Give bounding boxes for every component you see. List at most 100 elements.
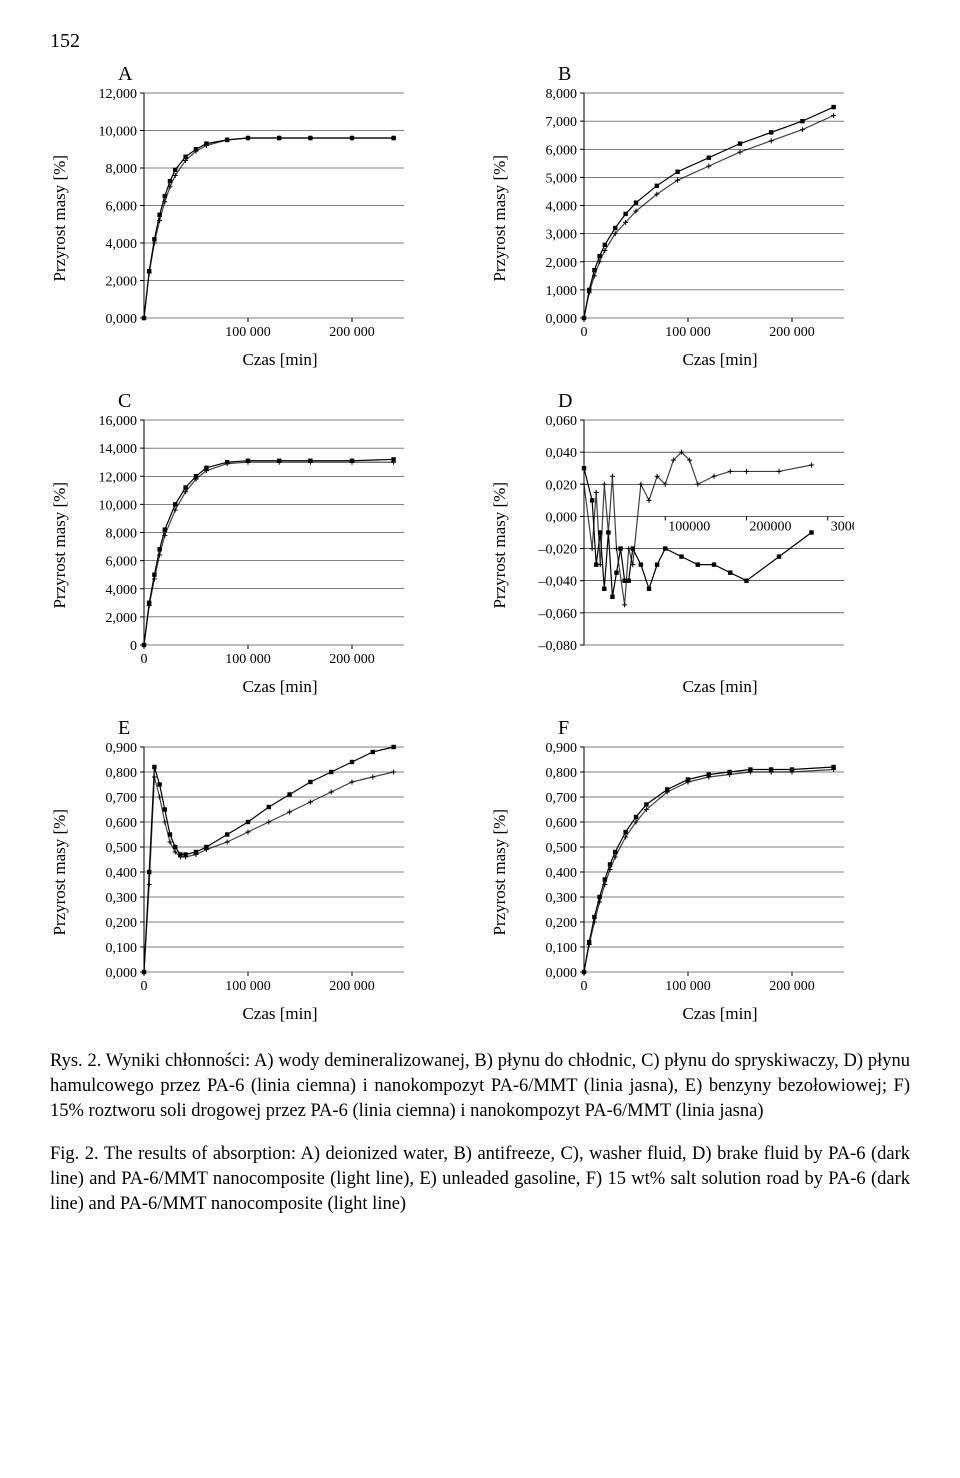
svg-text:–0,060: –0,060 bbox=[538, 607, 578, 622]
panel-A: A Przyrost masy [%] 0,000 2,000 4,000 6,000 8,… bbox=[50, 63, 470, 370]
svg-text:0: 0 bbox=[141, 979, 148, 994]
svg-text:0: 0 bbox=[141, 652, 148, 667]
svg-text:0: 0 bbox=[581, 979, 588, 994]
svg-text:0,800: 0,800 bbox=[546, 766, 578, 781]
chart: 0,000 2,000 4,000 6,000 8,000 10,000 12,000 100… bbox=[74, 88, 414, 348]
svg-text:0,000: 0,000 bbox=[546, 510, 578, 525]
svg-text:0,900: 0,900 bbox=[106, 742, 138, 756]
svg-text:10,000: 10,000 bbox=[99, 125, 138, 140]
svg-text:8,000: 8,000 bbox=[106, 527, 138, 542]
svg-text:0,000: 0,000 bbox=[546, 966, 578, 981]
panel-label: E bbox=[50, 717, 470, 740]
panel-label: C bbox=[50, 390, 470, 413]
svg-text:100 000: 100 000 bbox=[225, 325, 271, 340]
svg-text:0: 0 bbox=[130, 639, 137, 654]
x-axis-label: Czas [min] bbox=[490, 350, 910, 370]
svg-text:2,000: 2,000 bbox=[106, 275, 138, 290]
caption-en: Fig. 2. The results of absorption: A) de… bbox=[50, 1142, 910, 1217]
y-axis-label: Przyrost masy [%] bbox=[50, 482, 70, 609]
svg-text:100 000: 100 000 bbox=[665, 325, 711, 340]
chart: 0,000 1,000 2,000 3,000 4,000 5,000 6,000 7,000… bbox=[514, 88, 854, 348]
svg-text:0,020: 0,020 bbox=[546, 478, 578, 493]
svg-text:0,060: 0,060 bbox=[546, 415, 578, 429]
svg-text:200000: 200000 bbox=[750, 519, 792, 534]
chart-grid: A Przyrost masy [%] 0,000 2,000 4,000 6,000 8,… bbox=[50, 63, 910, 1024]
page-number: 152 bbox=[50, 30, 910, 53]
svg-text:0,500: 0,500 bbox=[546, 841, 578, 856]
svg-text:2,000: 2,000 bbox=[546, 256, 578, 271]
svg-text:100 000: 100 000 bbox=[665, 979, 711, 994]
svg-text:100000: 100000 bbox=[668, 519, 710, 534]
svg-text:6,000: 6,000 bbox=[106, 200, 138, 215]
panel-label: B bbox=[490, 63, 910, 86]
svg-text:0,300: 0,300 bbox=[106, 891, 138, 906]
svg-text:0,000: 0,000 bbox=[106, 966, 138, 981]
svg-text:0,500: 0,500 bbox=[106, 841, 138, 856]
svg-text:0,100: 0,100 bbox=[106, 941, 138, 956]
y-axis-label: Przyrost masy [%] bbox=[50, 809, 70, 936]
caption-pl: Rys. 2. Wyniki chłonności: A) wody demin… bbox=[50, 1049, 910, 1124]
svg-text:14,000: 14,000 bbox=[99, 442, 138, 457]
svg-text:0,900: 0,900 bbox=[546, 742, 578, 756]
panel-B: B Przyrost masy [%] 0,000 1,000 2,000 3,000 4,… bbox=[490, 63, 910, 370]
svg-text:4,000: 4,000 bbox=[106, 583, 138, 598]
x-axis-label: Czas [min] bbox=[50, 1004, 470, 1024]
chart: –0,080 –0,060 –0,040 –0,020 0,000 0,020 0,040 0… bbox=[514, 415, 854, 675]
panel-D: DPrzyrost masy [%]–0,080–0,060–0,040–0,0… bbox=[490, 390, 910, 697]
svg-text:0,700: 0,700 bbox=[546, 791, 578, 806]
svg-text:200 000: 200 000 bbox=[329, 652, 375, 667]
svg-text:8,000: 8,000 bbox=[546, 88, 578, 102]
svg-text:0,000: 0,000 bbox=[546, 312, 578, 327]
svg-text:0,800: 0,800 bbox=[106, 766, 138, 781]
svg-text:1,000: 1,000 bbox=[546, 284, 578, 299]
svg-text:0,000: 0,000 bbox=[106, 312, 138, 327]
panel-C: CPrzyrost masy [%]02,0004,0006,0008,0001… bbox=[50, 390, 470, 697]
panel-E: EPrzyrost masy [%]0,0000,1000,2000,3000,… bbox=[50, 717, 470, 1024]
y-axis-label: Przyrost masy [%] bbox=[490, 809, 510, 936]
svg-text:100 000: 100 000 bbox=[225, 652, 271, 667]
svg-text:6,000: 6,000 bbox=[546, 143, 578, 158]
svg-text:5,000: 5,000 bbox=[546, 171, 578, 186]
svg-text:0,400: 0,400 bbox=[106, 866, 138, 881]
svg-text:0,600: 0,600 bbox=[106, 816, 138, 831]
y-axis-label: Przyrost masy [%] bbox=[50, 155, 70, 282]
svg-text:0: 0 bbox=[581, 325, 588, 340]
svg-text:8,000: 8,000 bbox=[106, 162, 138, 177]
svg-text:–0,080: –0,080 bbox=[538, 639, 578, 654]
svg-text:–0,040: –0,040 bbox=[538, 575, 578, 590]
panel-F: FPrzyrost masy [%]0,0000,1000,2000,3000,… bbox=[490, 717, 910, 1024]
svg-text:12,000: 12,000 bbox=[99, 88, 138, 102]
svg-text:100 000: 100 000 bbox=[225, 979, 271, 994]
x-axis-label: Czas [min] bbox=[490, 677, 910, 697]
y-axis-label: Przyrost masy [%] bbox=[490, 482, 510, 609]
x-axis-label: Czas [min] bbox=[50, 350, 470, 370]
svg-text:300000: 300000 bbox=[831, 519, 854, 534]
svg-text:0,200: 0,200 bbox=[546, 916, 578, 931]
svg-text:200 000: 200 000 bbox=[769, 325, 815, 340]
svg-text:0,300: 0,300 bbox=[546, 891, 578, 906]
svg-text:0,400: 0,400 bbox=[546, 866, 578, 881]
panel-label: D bbox=[490, 390, 910, 413]
svg-text:16,000: 16,000 bbox=[99, 415, 138, 429]
y-axis-label: Przyrost masy [%] bbox=[490, 155, 510, 282]
panel-label: A bbox=[50, 63, 470, 86]
svg-text:0,600: 0,600 bbox=[546, 816, 578, 831]
svg-text:6,000: 6,000 bbox=[106, 555, 138, 570]
svg-text:0,040: 0,040 bbox=[546, 446, 578, 461]
svg-text:0,700: 0,700 bbox=[106, 791, 138, 806]
svg-text:4,000: 4,000 bbox=[546, 200, 578, 215]
x-axis-label: Czas [min] bbox=[490, 1004, 910, 1024]
svg-text:7,000: 7,000 bbox=[546, 115, 578, 130]
svg-text:200 000: 200 000 bbox=[329, 979, 375, 994]
svg-text:10,000: 10,000 bbox=[99, 498, 138, 513]
svg-text:200 000: 200 000 bbox=[329, 325, 375, 340]
chart: 0,0000,1000,2000,3000,4000,5000,6000,700… bbox=[74, 742, 414, 1002]
svg-text:3,000: 3,000 bbox=[546, 228, 578, 243]
svg-text:–0,020: –0,020 bbox=[538, 543, 578, 558]
chart: 0,0000,1000,2000,3000,4000,5000,6000,700… bbox=[514, 742, 854, 1002]
x-axis-label: Czas [min] bbox=[50, 677, 470, 697]
panel-label: F bbox=[490, 717, 910, 740]
svg-text:4,000: 4,000 bbox=[106, 237, 138, 252]
svg-text:200 000: 200 000 bbox=[769, 979, 815, 994]
chart: 02,0004,0006,0008,00010,00012,00014,0001… bbox=[74, 415, 414, 675]
